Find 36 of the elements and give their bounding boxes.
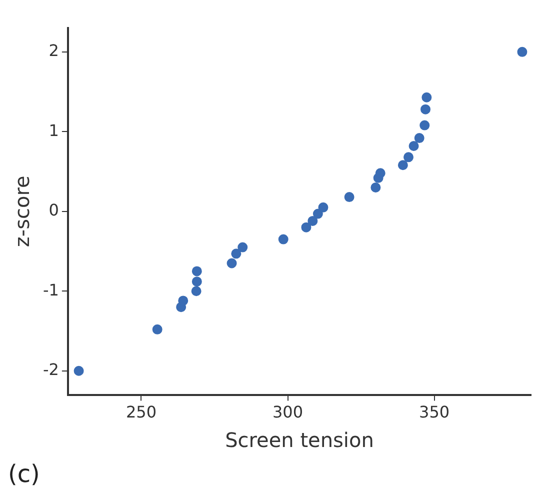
x-tick-label: 350 (419, 402, 450, 422)
y-axis-title: z-score (10, 176, 34, 248)
point (344, 192, 354, 202)
y-tick-label: 1 (48, 120, 59, 140)
point (312, 208, 323, 219)
point (375, 168, 386, 178)
y-tick-label: 0 (48, 200, 59, 220)
text: (c) (8, 460, 41, 488)
point (318, 202, 328, 212)
point (238, 242, 248, 252)
point (370, 182, 381, 192)
point (517, 46, 528, 57)
point (301, 222, 312, 232)
point (178, 296, 188, 306)
point (420, 120, 430, 130)
point (308, 216, 318, 226)
point (152, 324, 162, 334)
point (422, 92, 432, 102)
point (398, 160, 408, 170)
point (231, 248, 242, 259)
point (192, 276, 202, 287)
x-tick-label: 250 (126, 402, 156, 422)
y-tick-label: -2 (43, 360, 59, 380)
point (404, 152, 414, 162)
point (192, 266, 202, 276)
x-tick-label: 300 (272, 402, 304, 422)
point (420, 104, 430, 114)
point (226, 258, 237, 268)
point (278, 234, 288, 244)
y-tick-label: 2 (48, 41, 59, 60)
point (408, 141, 419, 152)
x-axis-title: Screen tension (225, 428, 374, 452)
y-tick-label: -1 (43, 280, 59, 300)
point (414, 133, 424, 144)
point (74, 366, 84, 376)
point (191, 286, 202, 296)
